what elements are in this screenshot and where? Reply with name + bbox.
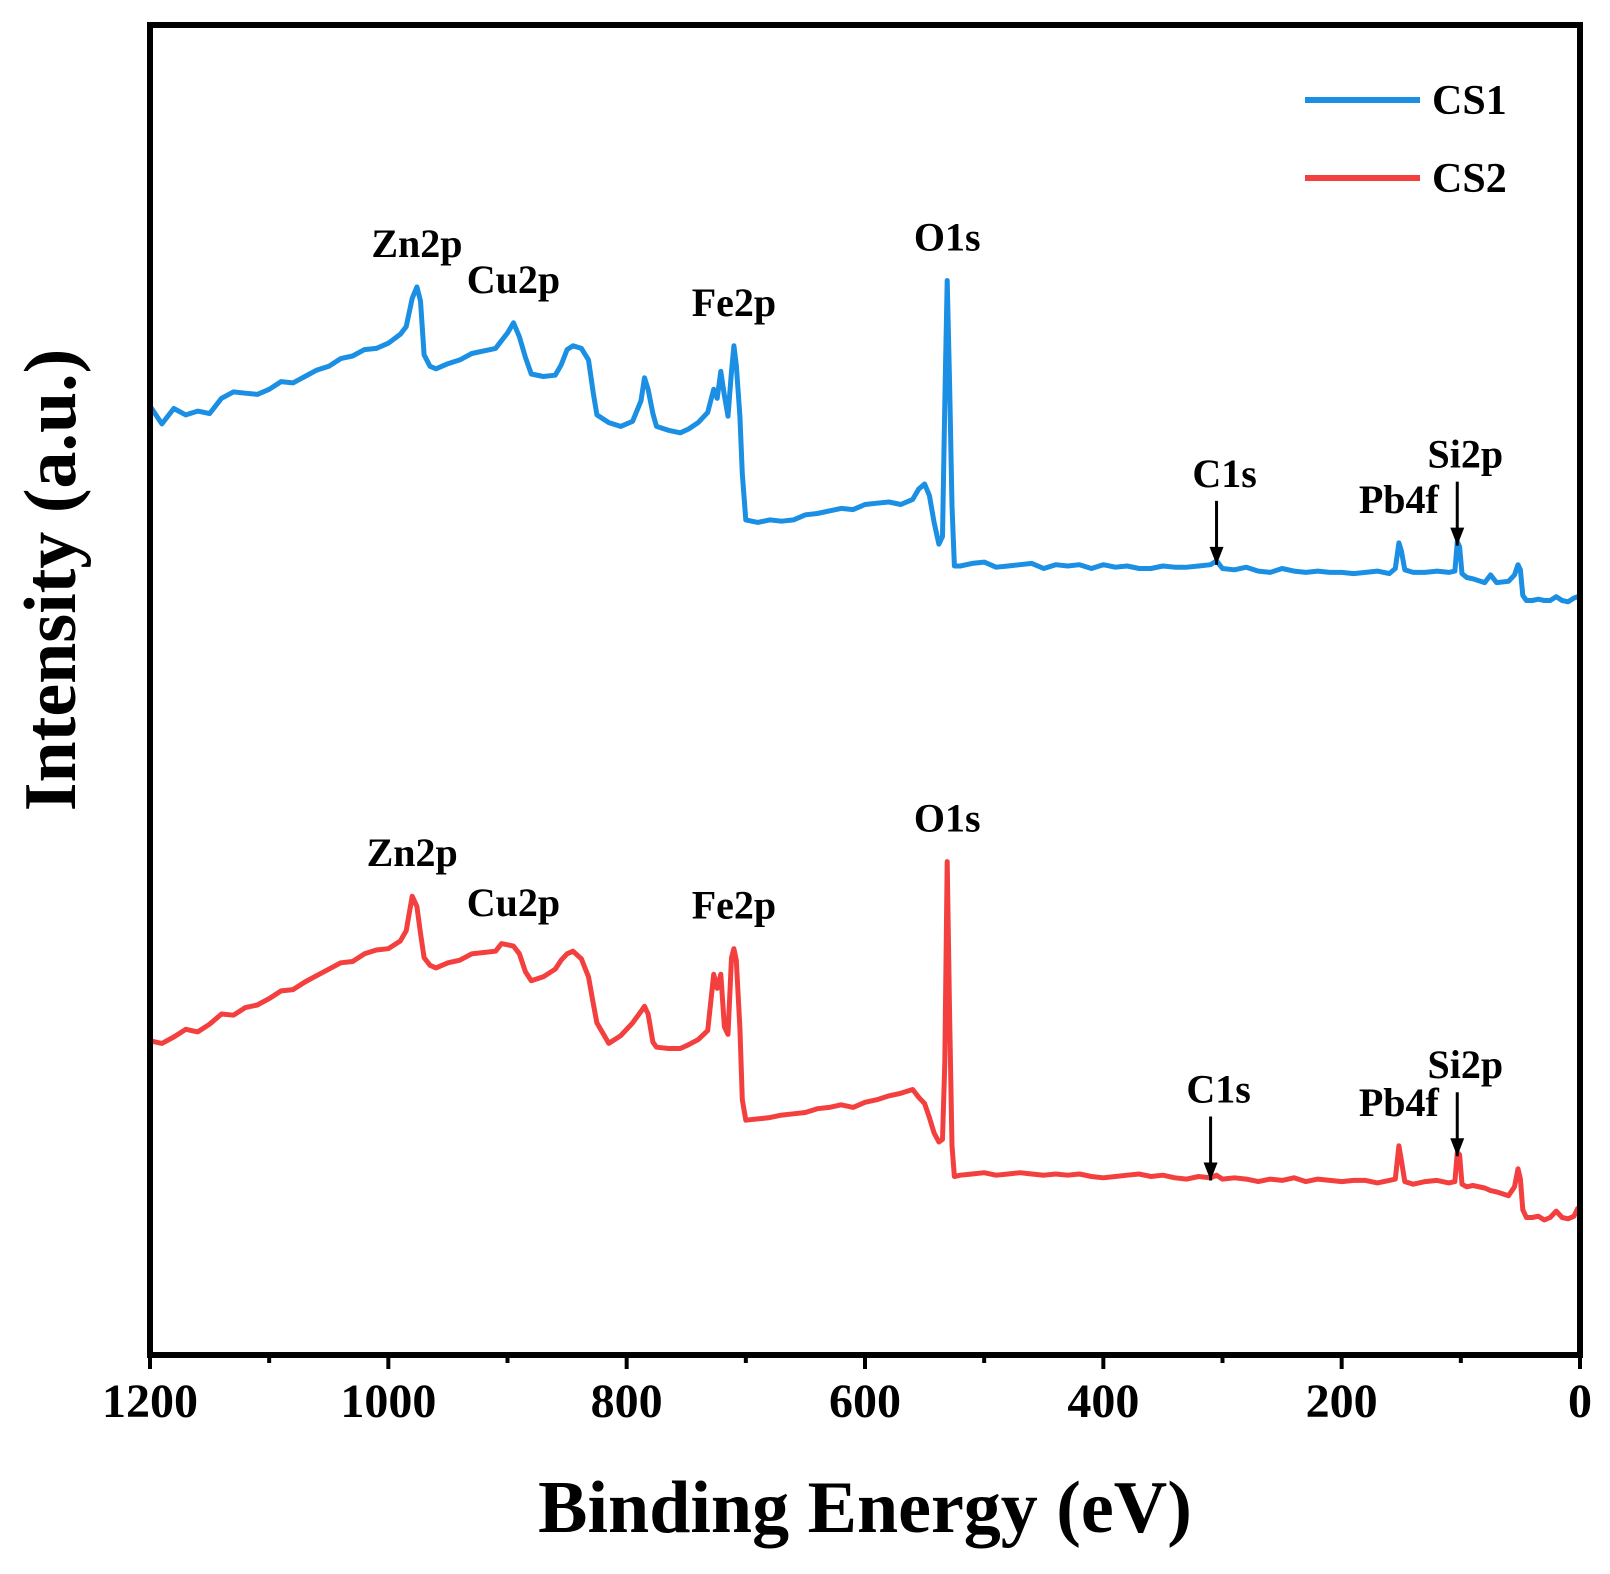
peak-label-c1s: C1s: [1192, 451, 1256, 496]
x-tick-label: 1000: [340, 1375, 436, 1428]
plot-frame: [147, 22, 1583, 1358]
peak-label-fe2p: Fe2p: [692, 883, 776, 928]
peak-label-pb4f: Pb4f: [1359, 1080, 1440, 1125]
y-axis-title: Intensity (a.u.): [10, 349, 92, 812]
legend-label-cs2: CS2: [1432, 156, 1507, 202]
peak-label-si2p: Si2p: [1427, 1042, 1503, 1087]
x-tick-label: 600: [829, 1375, 901, 1428]
x-axis-title: Binding Energy (eV): [538, 1467, 1192, 1549]
peak-label-c1s: C1s: [1186, 1067, 1250, 1112]
x-tick-label: 0: [1568, 1375, 1592, 1428]
peak-label-cu2p: Cu2p: [467, 880, 560, 925]
legend: CS1 CS2: [1305, 78, 1507, 202]
arrow-head-icon: [1209, 546, 1224, 565]
series-line-cs2: [147, 859, 1583, 1223]
x-tick-label: 800: [591, 1375, 663, 1428]
peak-label-zn2p: Zn2p: [367, 830, 458, 875]
series-layer: [147, 278, 1583, 1223]
peak-label-si2p: Si2p: [1427, 432, 1503, 477]
peak-label-pb4f: Pb4f: [1359, 477, 1440, 522]
legend-label-cs1: CS1: [1432, 78, 1507, 124]
peak-label-o1s: O1s: [914, 215, 981, 260]
peak-label-o1s: O1s: [914, 796, 981, 841]
peak-label-zn2p: Zn2p: [371, 221, 462, 266]
series-line-cs1: [147, 278, 1583, 605]
peak-label-cu2p: Cu2p: [467, 257, 560, 302]
x-tick-label: 200: [1306, 1375, 1378, 1428]
x-axis: 1200 1000 800 600 400 200 0: [102, 1355, 1592, 1428]
peak-label-fe2p: Fe2p: [692, 280, 776, 325]
x-tick-label: 400: [1067, 1375, 1139, 1428]
arrow-head-icon: [1203, 1162, 1218, 1181]
arrow-head-icon: [1450, 527, 1465, 546]
arrow-head-icon: [1450, 1138, 1465, 1157]
x-tick-label: 1200: [102, 1375, 198, 1428]
